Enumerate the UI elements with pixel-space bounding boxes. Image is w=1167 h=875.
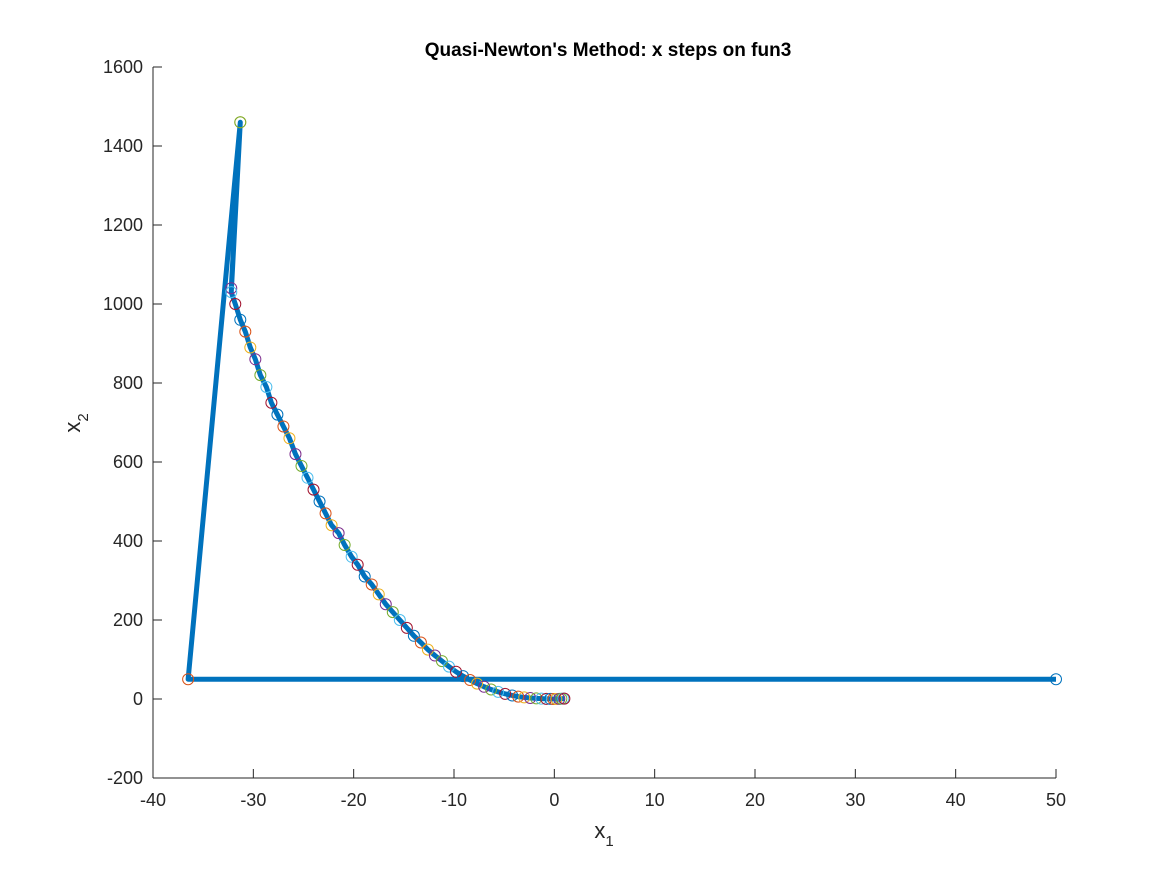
data-point [372, 588, 385, 601]
x-tick-label: 10 [645, 790, 665, 810]
data-point [400, 621, 413, 634]
axes: -40 -30 -20 -10 0 10 20 30 40 50 -200 0 200 400 600 800… [103, 57, 1066, 810]
data-point [234, 116, 247, 129]
x-tick-label: 40 [946, 790, 966, 810]
data-point [393, 614, 406, 626]
data-point [386, 606, 399, 619]
y-tick-label: 400 [113, 531, 143, 551]
x-tick-label: -20 [341, 790, 367, 810]
data-point [485, 683, 498, 696]
data-point [332, 527, 345, 540]
data-point [338, 538, 351, 551]
plot-area [182, 116, 1062, 705]
data-point [307, 483, 320, 496]
data-point [530, 692, 543, 705]
data-point [464, 674, 477, 687]
data-point [365, 578, 378, 591]
data-point [271, 408, 284, 421]
y-tick-label: 1200 [103, 215, 143, 235]
y-tick-label: 800 [113, 373, 143, 393]
data-point [345, 550, 358, 563]
y-tick-label: 0 [133, 689, 143, 709]
data-point [1050, 673, 1062, 686]
data-point [471, 677, 484, 690]
data-point [478, 680, 491, 693]
data-point [358, 570, 371, 583]
data-point [512, 690, 525, 703]
x-axis-label: x1 [594, 818, 613, 850]
data-point [244, 341, 257, 354]
y-tick-label: 600 [113, 452, 143, 472]
data-point [182, 673, 195, 686]
data-point [351, 558, 364, 571]
data-point [506, 689, 519, 702]
x-tick-label: 20 [745, 790, 765, 810]
data-point [499, 687, 512, 700]
x-tick-label: 30 [845, 790, 865, 810]
data-point [239, 325, 252, 338]
data-point [265, 396, 278, 409]
data-point [518, 691, 531, 704]
data-point [550, 692, 563, 705]
x-tick-label: -40 [140, 790, 166, 810]
data-point [407, 629, 420, 642]
data-point [225, 282, 238, 295]
data-point [414, 636, 427, 649]
y-axis-label: x2 [60, 413, 92, 432]
data-point [325, 519, 338, 532]
data-point [249, 353, 262, 366]
data-point [229, 298, 242, 310]
y-tick-label: 200 [113, 610, 143, 630]
data-point [450, 665, 463, 678]
x-tick-label: 50 [1046, 790, 1066, 810]
x-tick-label: -30 [240, 790, 266, 810]
data-point [289, 448, 302, 461]
data-point [234, 313, 247, 326]
data-point [492, 685, 505, 698]
chart-title: Quasi-Newton's Method: x steps on fun3 [425, 40, 792, 61]
data-point [535, 692, 548, 705]
data-point [277, 420, 290, 433]
data-point [260, 380, 273, 393]
data-point [457, 670, 470, 683]
y-tick-label: 1400 [103, 136, 143, 156]
data-point [295, 459, 308, 472]
data-point [254, 369, 267, 382]
y-tick-label: -200 [107, 768, 143, 788]
x-tick-label: 0 [549, 790, 559, 810]
data-point [421, 643, 434, 656]
data-point [540, 692, 553, 705]
x-tick-label: -10 [441, 790, 467, 810]
series-line-0 [185, 119, 1056, 702]
y-tick-label: 1000 [103, 294, 143, 314]
data-point [283, 432, 296, 445]
data-point [313, 495, 326, 508]
data-point [379, 598, 392, 611]
data-point [301, 471, 314, 484]
y-tick-label: 1600 [103, 57, 143, 77]
data-point [558, 692, 571, 705]
data-point [225, 286, 238, 299]
data-point [319, 507, 332, 520]
